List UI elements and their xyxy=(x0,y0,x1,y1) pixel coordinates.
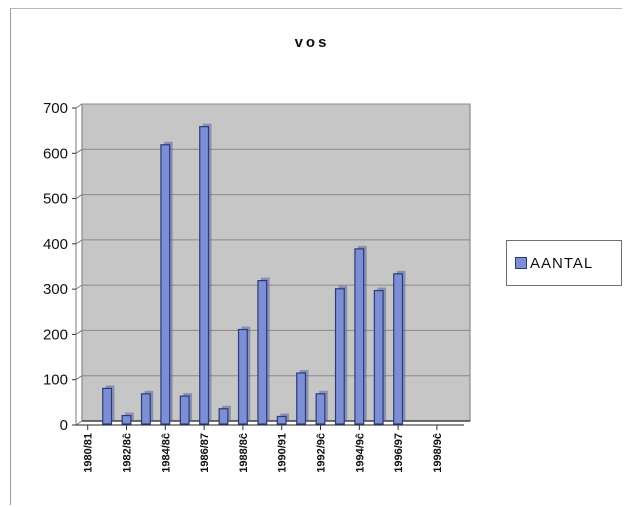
grid-depth-line xyxy=(75,420,83,426)
chart-frame xyxy=(10,8,622,505)
bar xyxy=(257,280,268,425)
x-tick-label: 1998/9ĉ xyxy=(432,433,444,473)
bar xyxy=(393,273,404,425)
bar xyxy=(218,408,229,425)
y-tick-label: 0 xyxy=(60,417,68,434)
bar xyxy=(276,415,287,425)
y-tick-label: 600 xyxy=(43,145,68,162)
x-tick-label: 1982/8ĉ xyxy=(122,433,134,473)
plot-area xyxy=(81,103,471,422)
grid-depth-line xyxy=(75,375,83,381)
legend: AANTAL xyxy=(506,240,622,286)
bar xyxy=(334,288,345,425)
bar xyxy=(140,393,151,425)
x-tick-label: 1988/8ĉ xyxy=(238,433,250,473)
y-tick-label: 400 xyxy=(43,236,68,253)
bar xyxy=(296,372,307,425)
grid-depth-line xyxy=(75,239,83,245)
y-tick-label: 100 xyxy=(43,372,68,389)
x-tick-label: 1984/8ĉ xyxy=(160,433,172,473)
y-tick-label: 200 xyxy=(43,326,68,343)
y-tick-label: 700 xyxy=(43,100,68,117)
grid-depth-line xyxy=(75,330,83,335)
bar xyxy=(199,126,210,425)
legend-label: AANTAL xyxy=(530,254,594,272)
bar xyxy=(315,393,326,425)
x-tick-label: 1996/97 xyxy=(393,433,405,473)
chart-title: vos xyxy=(294,34,330,51)
x-tick-label: 1990/91 xyxy=(277,433,289,473)
y-tick-label: 500 xyxy=(43,191,68,208)
x-tick-label: 1986/87 xyxy=(199,433,211,473)
grid-depth-line xyxy=(75,284,83,290)
grid-depth-line xyxy=(75,194,83,199)
grid-depth-line xyxy=(75,148,83,154)
bar xyxy=(373,289,384,425)
x-tick-label: 1994/9ĉ xyxy=(354,433,366,473)
bar xyxy=(121,414,132,425)
bar xyxy=(102,387,113,425)
bar xyxy=(160,144,171,425)
x-tick-label: 1980/81 xyxy=(83,433,95,473)
grid-depth-line xyxy=(75,103,83,109)
legend-swatch xyxy=(515,257,527,269)
bar xyxy=(237,328,248,425)
bar xyxy=(354,248,365,425)
bar xyxy=(179,395,190,425)
x-tick-label: 1992/9ĉ xyxy=(316,433,328,473)
y-tick-label: 300 xyxy=(43,281,68,298)
